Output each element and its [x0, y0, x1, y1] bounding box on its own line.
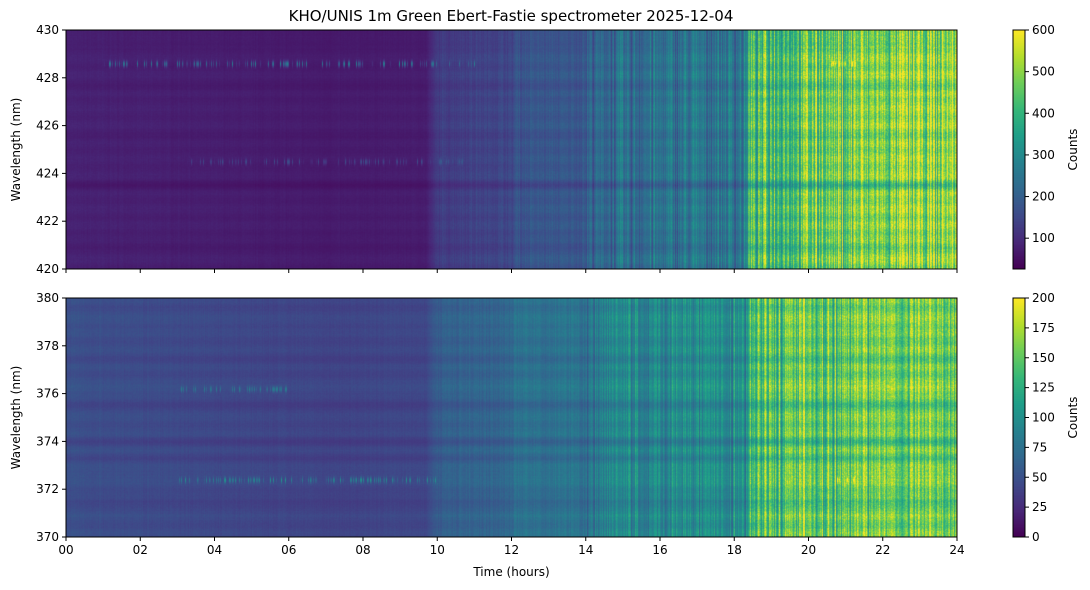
colorbar-label: Counts: [1066, 129, 1080, 171]
colorbar-frame: [1012, 29, 1026, 270]
chart-title: KHO/UNIS 1m Green Ebert-Fastie spectrome…: [288, 7, 734, 25]
x-tick-label: 00: [58, 543, 73, 557]
x-tick-label: 06: [281, 543, 296, 557]
y-tick-label: 428: [36, 71, 59, 85]
x-tick-label: 08: [355, 543, 370, 557]
colorbar-tick-label: 150: [1032, 351, 1055, 365]
colorbar-tick-label: 500: [1032, 65, 1055, 79]
colorbar-tick-label: 25: [1032, 500, 1047, 514]
y-tick-label: 430: [36, 23, 59, 37]
plot-frame: [65, 29, 958, 270]
x-tick-label: 02: [133, 543, 148, 557]
colorbar-tick-label: 175: [1032, 321, 1055, 335]
y-tick-label: 372: [36, 482, 59, 496]
plot-frame: [65, 297, 958, 538]
colorbar-tick-label: 50: [1032, 470, 1047, 484]
y-axis-label: Wavelength (nm): [9, 366, 23, 470]
bottom-heatmap: [66, 298, 957, 537]
x-tick-label: 14: [578, 543, 593, 557]
y-tick-label: 370: [36, 530, 59, 544]
y-axis-label: Wavelength (nm): [9, 98, 23, 202]
y-tick-label: 426: [36, 119, 59, 133]
colorbar-tick-label: 200: [1032, 190, 1055, 204]
y-tick-label: 378: [36, 339, 59, 353]
colorbar-tick-label: 125: [1032, 381, 1055, 395]
top-heatmap: [66, 30, 957, 269]
x-tick-label: 20: [801, 543, 816, 557]
colorbar-tick-label: 600: [1032, 23, 1055, 37]
colorbar-tick-label: 0: [1032, 530, 1040, 544]
colorbar-label: Counts: [1066, 397, 1080, 439]
x-tick-label: 16: [652, 543, 667, 557]
y-tick-label: 376: [36, 387, 59, 401]
x-axis-label: Time (hours): [472, 565, 549, 579]
x-tick-label: 12: [504, 543, 519, 557]
colorbar-tick-label: 100: [1032, 231, 1055, 245]
x-tick-label: 04: [207, 543, 222, 557]
x-tick-label: 18: [727, 543, 742, 557]
colorbar-tick-label: 100: [1032, 411, 1055, 425]
y-tick-label: 374: [36, 434, 59, 448]
top-colorbar: [1013, 30, 1025, 269]
y-tick-label: 424: [36, 166, 59, 180]
x-tick-label: 10: [430, 543, 445, 557]
x-tick-label: 24: [949, 543, 964, 557]
colorbar-frame: [1012, 297, 1026, 538]
colorbar-tick-label: 300: [1032, 148, 1055, 162]
y-tick-label: 380: [36, 291, 59, 305]
colorbar-tick-label: 75: [1032, 440, 1047, 454]
colorbar-tick-label: 400: [1032, 106, 1055, 120]
colorbar-tick-label: 200: [1032, 291, 1055, 305]
y-tick-label: 422: [36, 214, 59, 228]
x-tick-label: 22: [875, 543, 890, 557]
y-tick-label: 420: [36, 262, 59, 276]
bottom-colorbar: [1013, 298, 1025, 537]
